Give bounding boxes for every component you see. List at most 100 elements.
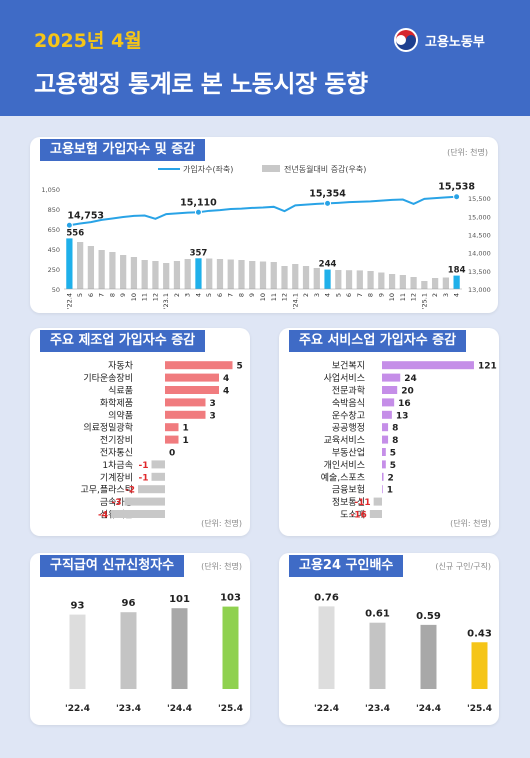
bar [77, 242, 84, 289]
x-tick-label: 7 [98, 293, 106, 297]
bar-value-label: 1 [183, 436, 189, 446]
x-tick-label: 6 [345, 293, 353, 297]
ratio-unit: (신규 구인/구직) [435, 562, 491, 571]
legend-line-label: 가입자수(좌축) [183, 165, 233, 174]
line-value-label: 15,538 [438, 182, 475, 193]
bar [227, 259, 234, 289]
left-axis-tick: 1,050 [41, 186, 60, 194]
bar [165, 410, 206, 419]
x-tick-label: 5 [334, 293, 342, 297]
x-tick-label: 11 [141, 293, 149, 301]
applicants-title: 구직급여 신규신청자수 [40, 555, 185, 577]
bar [66, 238, 73, 289]
x-tick-label: 4 [194, 293, 202, 297]
bar [471, 642, 488, 689]
ministry-logo: 고용노동부 [393, 26, 485, 54]
bar-value-label: -1 [139, 473, 149, 483]
bar-value-label: 103 [220, 593, 241, 604]
service-chart: 보건복지 121 사업서비스 24 전문과학 20 숙박음식 16 운수창고 13 공공행정 8 교육서… [321, 361, 497, 521]
legend-bar-label: 전년동월대비 증감(우축) [284, 164, 366, 174]
x-tick-label: 11 [270, 293, 278, 301]
x-tick-label: '23.4 [116, 704, 141, 714]
bar-value-label: -2 [125, 486, 135, 496]
taegeuk-icon [394, 28, 418, 52]
x-tick-label: '23.4 [365, 704, 390, 714]
x-tick-label: 2 [431, 293, 439, 297]
bar [382, 361, 474, 370]
bar [152, 261, 159, 289]
bar-value-label: 357 [190, 248, 208, 258]
bar [382, 448, 386, 456]
category-label: 공공행정 [332, 422, 365, 434]
bar-value-label: 0.61 [365, 609, 390, 620]
bar [302, 266, 310, 289]
bar [345, 270, 353, 289]
x-tick-label: 2 [302, 293, 310, 297]
insured-unit: (단위: 천명) [447, 148, 488, 157]
bar [216, 259, 224, 289]
x-tick-label: 10 [388, 293, 396, 301]
service-unit: (단위: 천명) [450, 519, 491, 528]
bar [270, 262, 277, 289]
x-tick-label: '25.4 [218, 704, 243, 714]
category-label: 의약품 [108, 409, 133, 421]
x-tick-label: '23.1 [162, 293, 170, 309]
insured-title: 고용보험 가입자수 및 증감 [40, 139, 206, 161]
bar [124, 497, 165, 506]
service-card: 주요 서비스업 가입자수 증감 (단위: 천명) 보건복지 121 사업서비스 24 전… [279, 328, 499, 536]
bar [382, 472, 384, 481]
category-label: 전기장비 [100, 435, 133, 446]
bar-value-label: 96 [122, 598, 136, 609]
line-point [194, 208, 202, 216]
x-tick-label: '24.1 [291, 293, 299, 309]
x-tick-label: 7 [356, 293, 364, 297]
category-label: 자동차 [108, 360, 134, 372]
category-label: 보건복지 [332, 361, 365, 372]
bar [356, 270, 363, 289]
line-value-label: 14,753 [67, 210, 104, 221]
bar-value-label: 2 [388, 473, 394, 483]
x-tick-label: 12 [410, 293, 418, 301]
bar [195, 258, 202, 289]
bar [382, 386, 398, 394]
bar [238, 260, 245, 289]
line-value-label: 15,354 [309, 188, 346, 199]
bar-value-label: 0 [169, 449, 175, 459]
manufacturing-chart: 자동차 5 기타운송장비 4 식료품 4 화학제품 3 의약품 3 의료정밀광학 1 전기장비 1 전자통신… [80, 360, 242, 521]
bar-value-label: 1 [183, 424, 189, 434]
bar-value-label: 8 [392, 436, 398, 446]
category-label: 교육서비스 [324, 435, 365, 446]
bar [165, 423, 179, 432]
bar [184, 259, 191, 289]
ministry-name: 고용노동부 [425, 34, 485, 50]
bar-value-label: 244 [319, 260, 337, 270]
legend-bar-swatch [262, 165, 280, 172]
bar [399, 275, 406, 289]
bar [222, 606, 239, 689]
category-label: 의료정밀광학 [83, 422, 133, 434]
bar [453, 275, 460, 289]
bar [130, 257, 138, 289]
bar [109, 252, 116, 289]
bar-value-label: 8 [392, 424, 398, 434]
ratio-chart: 0.76 '22.4 0.61 '23.4 0.59 '24.4 0.43 '25.4 [314, 592, 492, 714]
right-axis-tick: 15,000 [468, 213, 491, 221]
bar [382, 398, 395, 407]
category-label: 개인서비스 [324, 460, 365, 471]
bar [382, 373, 401, 382]
ratio-card: 고용24 구인배수 (신규 구인/구직) 0.76'22.4 0.61'23.4 0… [279, 553, 499, 725]
bar [442, 277, 449, 289]
bar [120, 612, 137, 689]
line-point [453, 193, 461, 201]
category-label: 숙박음식 [332, 398, 365, 409]
bar [410, 277, 417, 289]
right-axis-tick: 13,000 [468, 286, 491, 294]
bar-value-label: 13 [396, 411, 409, 421]
x-tick-label: '22.4 [65, 293, 73, 309]
category-label: 금융보험 [332, 485, 365, 496]
bar [165, 435, 179, 444]
x-tick-label: '25.4 [467, 704, 492, 714]
bar-value-label: 0.43 [467, 628, 492, 639]
bar [281, 266, 288, 289]
bar [292, 264, 299, 289]
